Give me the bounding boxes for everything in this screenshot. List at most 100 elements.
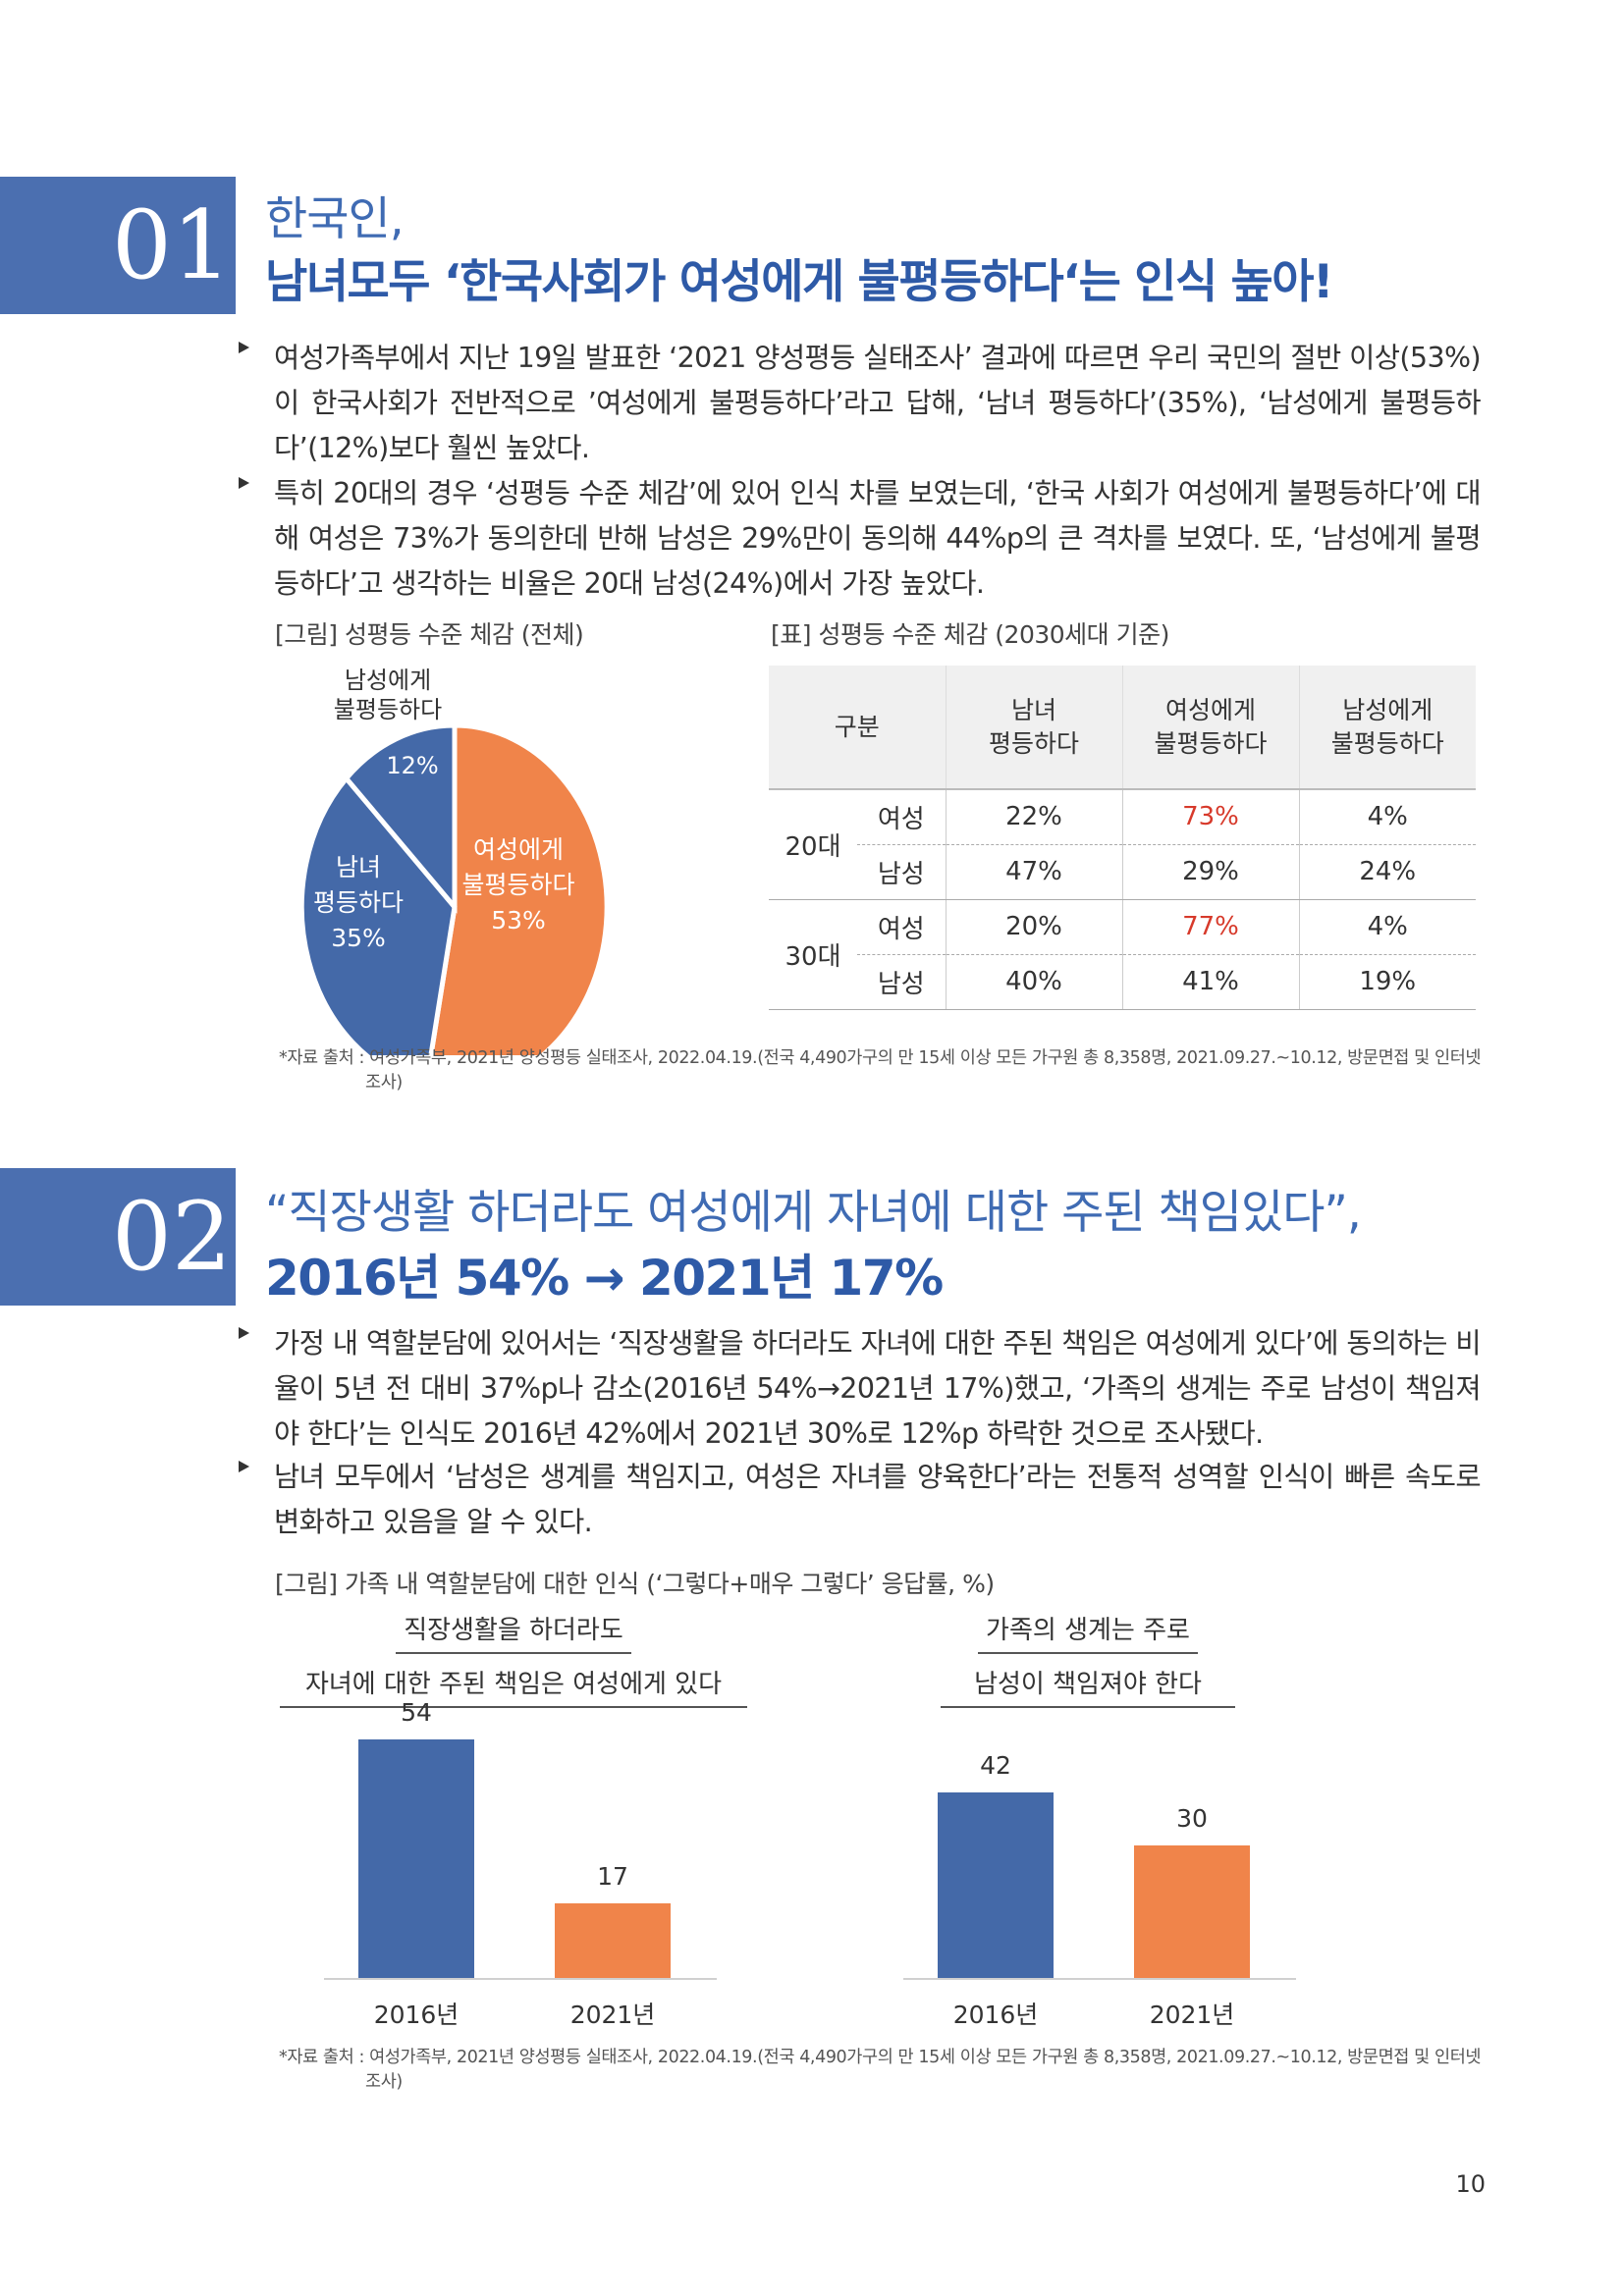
section-title-line2: 2016년 54% → 2021년 17% (265, 1250, 944, 1307)
pie-value: 53% (491, 906, 546, 934)
bar-chart-breadwinner: 42 2016년 30 2021년 (903, 1708, 1296, 2032)
table-cell: 47% (946, 844, 1123, 900)
table-header-cell: 여성에게 불평등하다 (1122, 666, 1300, 790)
table-header-group: 구분 (769, 666, 947, 790)
section-number: 01 (111, 190, 232, 300)
table-header-line: 남성에게 (1342, 695, 1434, 724)
bullet-arrow-icon (239, 1327, 249, 1339)
pie-value-male-unequal: 12% (386, 752, 439, 779)
table-gender-cell: 남성 (857, 954, 947, 1010)
pie-label-line: 불평등하다 (461, 871, 575, 899)
table-header-line: 여성에게 (1164, 695, 1256, 724)
pie-label-line: 여성에게 (472, 835, 564, 864)
source-line: *자료 출처 : 여성가족부, 2021년 양성평등 실태조사, 2022.04… (279, 2048, 1482, 2067)
bar-category-label: 2016년 (952, 2001, 1039, 2029)
table-cell: 4% (1299, 899, 1476, 955)
bar-2021년 (555, 1902, 671, 1978)
pie-label-male-unequal: 남성에게 불평등하다 (314, 666, 461, 724)
table-header-cell: 남녀 평등하다 (946, 666, 1123, 790)
bar-2016년 (358, 1739, 474, 1978)
pie-value: 35% (331, 924, 386, 952)
source-note: *자료 출처 : 여성가족부, 2021년 양성평등 실태조사, 2022.04… (279, 1046, 1487, 1095)
table-row: 20대 여성 22% 73% 4% (769, 789, 1476, 900)
pie-label-equal: 남녀 평등하다 35% (295, 850, 422, 956)
source-note: *자료 출처 : 여성가족부, 2021년 양성평등 실태조사, 2022.04… (279, 2046, 1487, 2095)
bar-value-label: 17 (597, 1861, 628, 1891)
table-header-cell: 남성에게 불평등하다 (1299, 666, 1476, 790)
bar-chart-title-line: 가족의 생계는 주로 (978, 1610, 1198, 1654)
source-line: *자료 출처 : 여성가족부, 2021년 양성평등 실태조사, 2022.04… (279, 1048, 1482, 1068)
table-header-row: 구분 남녀 평등하다 여성에게 불평등하다 남성에게 불평등하다 (769, 666, 1476, 790)
bullet-item: 가정 내 역할분담에 있어서는 ‘직장생활을 하더라도 자녀에 대한 주된 책임… (239, 1321, 1482, 1457)
pie-label-line: 남성에게 (344, 667, 432, 694)
source-line: 조사) (365, 1073, 403, 1093)
table-caption: [표] 성평등 수준 체감 (2030세대 기준) (771, 620, 1169, 649)
bullet-arrow-icon (239, 1461, 249, 1472)
section-number-box: 01 (0, 177, 236, 314)
table-cell: 20% (946, 899, 1123, 955)
table-cell: 77% (1122, 899, 1300, 955)
table-header-line: 불평등하다 (1330, 728, 1444, 758)
bar-category-label: 2021년 (1149, 2001, 1235, 2029)
bar-axis-line (903, 1978, 1296, 1980)
section-number-box: 02 (0, 1168, 236, 1306)
bar-chart-title: 직장생활을 하더라도 자녀에 대한 주된 책임은 여성에게 있다 (280, 1610, 747, 1708)
table-cell: 24% (1299, 844, 1476, 900)
table-cell: 73% (1122, 789, 1300, 845)
bar-axis-line (324, 1978, 717, 1980)
bar-value-label: 54 (401, 1698, 432, 1727)
bullet-item: 남녀 모두에서 ‘남성은 생계를 책임지고, 여성은 자녀를 양육한다’라는 전… (239, 1455, 1482, 1545)
source-line: 조사) (365, 2072, 403, 2092)
bar-category-label: 2016년 (373, 2001, 460, 2029)
table-header-line: 남녀 (1010, 695, 1056, 724)
table-cell: 40% (946, 954, 1123, 1010)
bar-2021년 (1134, 1845, 1250, 1978)
bar-chart-title-line: 남성이 책임져야 한다 (941, 1664, 1235, 1708)
bullet-text: 특히 20대의 경우 ‘성평등 수준 체감’에 있어 인식 차를 보였는데, ‘… (274, 477, 1482, 600)
section-title-line1: 한국인, (265, 192, 405, 246)
bar-category-label: 2021년 (569, 2001, 656, 2029)
pie-label-line: 불평등하다 (333, 696, 443, 723)
bar-2016년 (938, 1792, 1054, 1978)
table-age-cell: 30대 (769, 899, 857, 1010)
table-gender-cell: 여성 (857, 899, 947, 955)
table-cell: 4% (1299, 789, 1476, 845)
table-cell: 29% (1122, 844, 1300, 900)
table-header-line: 평등하다 (988, 728, 1079, 758)
bar-value-label: 42 (980, 1751, 1011, 1780)
page-number: 10 (1455, 2170, 1486, 2198)
bar-chart-title: 가족의 생계는 주로 남성이 책임져야 한다 (941, 1610, 1235, 1708)
bar-value-label: 30 (1176, 1804, 1208, 1833)
bullet-arrow-icon (239, 342, 249, 353)
pie-label-line: 남녀 (335, 853, 381, 881)
table-age-cell: 20대 (769, 789, 857, 900)
table-gender-cell: 여성 (857, 789, 947, 845)
table-row: 남성 40% 41% 19% (769, 954, 1476, 1010)
bullet-text: 여성가족부에서 지난 19일 발표한 ‘2021 양성평등 실태조사’ 결과에 … (274, 342, 1482, 464)
pie-slice-male-unequal (343, 722, 458, 914)
table-row: 남성 47% 29% 24% (769, 844, 1476, 900)
bar-chart-childcare: 54 2016년 17 2021년 (324, 1698, 717, 2032)
pie-chart (298, 722, 609, 1055)
pie-slice-equal (298, 774, 458, 1055)
pie-label-line: 평등하다 (312, 888, 404, 917)
figure-caption: [그림] 가족 내 역할분담에 대한 인식 (‘그렇다+매우 그렇다’ 응답률,… (275, 1570, 995, 1598)
pie-label-female-unequal: 여성에게 불평등하다 53% (450, 832, 587, 938)
table-cell: 19% (1299, 954, 1476, 1010)
bullet-arrow-icon (239, 477, 249, 489)
section-title-line2: 남녀모두 ‘한국사회가 여성에게 불평등하다‘는 인식 높아! (265, 255, 1333, 309)
section-title-line1: “직장생활 하더라도 여성에게 자녀에 대한 주된 책임있다”, (265, 1186, 1362, 1240)
bullet-text: 가정 내 역할분담에 있어서는 ‘직장생활을 하더라도 자녀에 대한 주된 책임… (274, 1327, 1482, 1450)
bullet-item: 특히 20대의 경우 ‘성평등 수준 체감’에 있어 인식 차를 보였는데, ‘… (239, 471, 1482, 607)
figure-caption: [그림] 성평등 수준 체감 (전체) (275, 620, 584, 649)
table-header-line: 불평등하다 (1154, 728, 1268, 758)
bar-chart-title-line: 자녀에 대한 주된 책임은 여성에게 있다 (280, 1664, 747, 1708)
table-cell: 41% (1122, 954, 1300, 1010)
table-row: 30대 여성 20% 77% 4% (769, 899, 1476, 1010)
table-gender-cell: 남성 (857, 844, 947, 900)
section-number: 02 (111, 1182, 232, 1292)
bullet-item: 여성가족부에서 지난 19일 발표한 ‘2021 양성평등 실태조사’ 결과에 … (239, 336, 1482, 471)
bullet-text: 남녀 모두에서 ‘남성은 생계를 책임지고, 여성은 자녀를 양육한다’라는 전… (274, 1461, 1482, 1538)
gender-equality-table: 구분 남녀 평등하다 여성에게 불평등하다 남성에게 불평등하다 20대 여성 … (769, 666, 1476, 1010)
bar-chart-title-line: 직장생활을 하더라도 (396, 1610, 631, 1654)
